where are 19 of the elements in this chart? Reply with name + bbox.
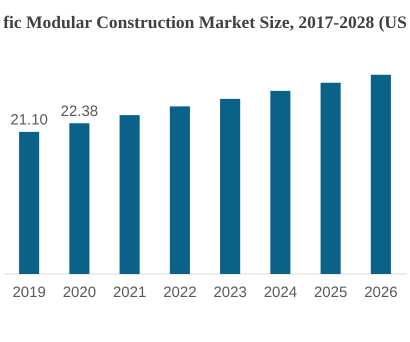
x-tick-label: 2025: [314, 284, 348, 302]
x-tick-label: 2022: [163, 284, 197, 302]
data-label: 22.38: [60, 102, 98, 120]
x-tick-label: 2021: [112, 284, 146, 302]
chart-title: fic Modular Construction Market Size, 2017-2028 (US: [2, 11, 408, 34]
bar: [170, 106, 190, 274]
bar: [220, 98, 240, 274]
bar: [320, 82, 341, 274]
bar: [370, 74, 391, 274]
bar: [120, 115, 140, 274]
x-tick-label: 2019: [12, 284, 46, 302]
data-label: 21.10: [10, 112, 48, 129]
x-tick-label: 2020: [62, 284, 96, 302]
bar: [270, 90, 290, 274]
x-tick-label: 2024: [264, 284, 298, 302]
x-tick-label: 2023: [213, 284, 247, 302]
bar: [69, 123, 90, 274]
x-tick-label: 2026: [364, 284, 398, 302]
bar: [19, 132, 40, 274]
